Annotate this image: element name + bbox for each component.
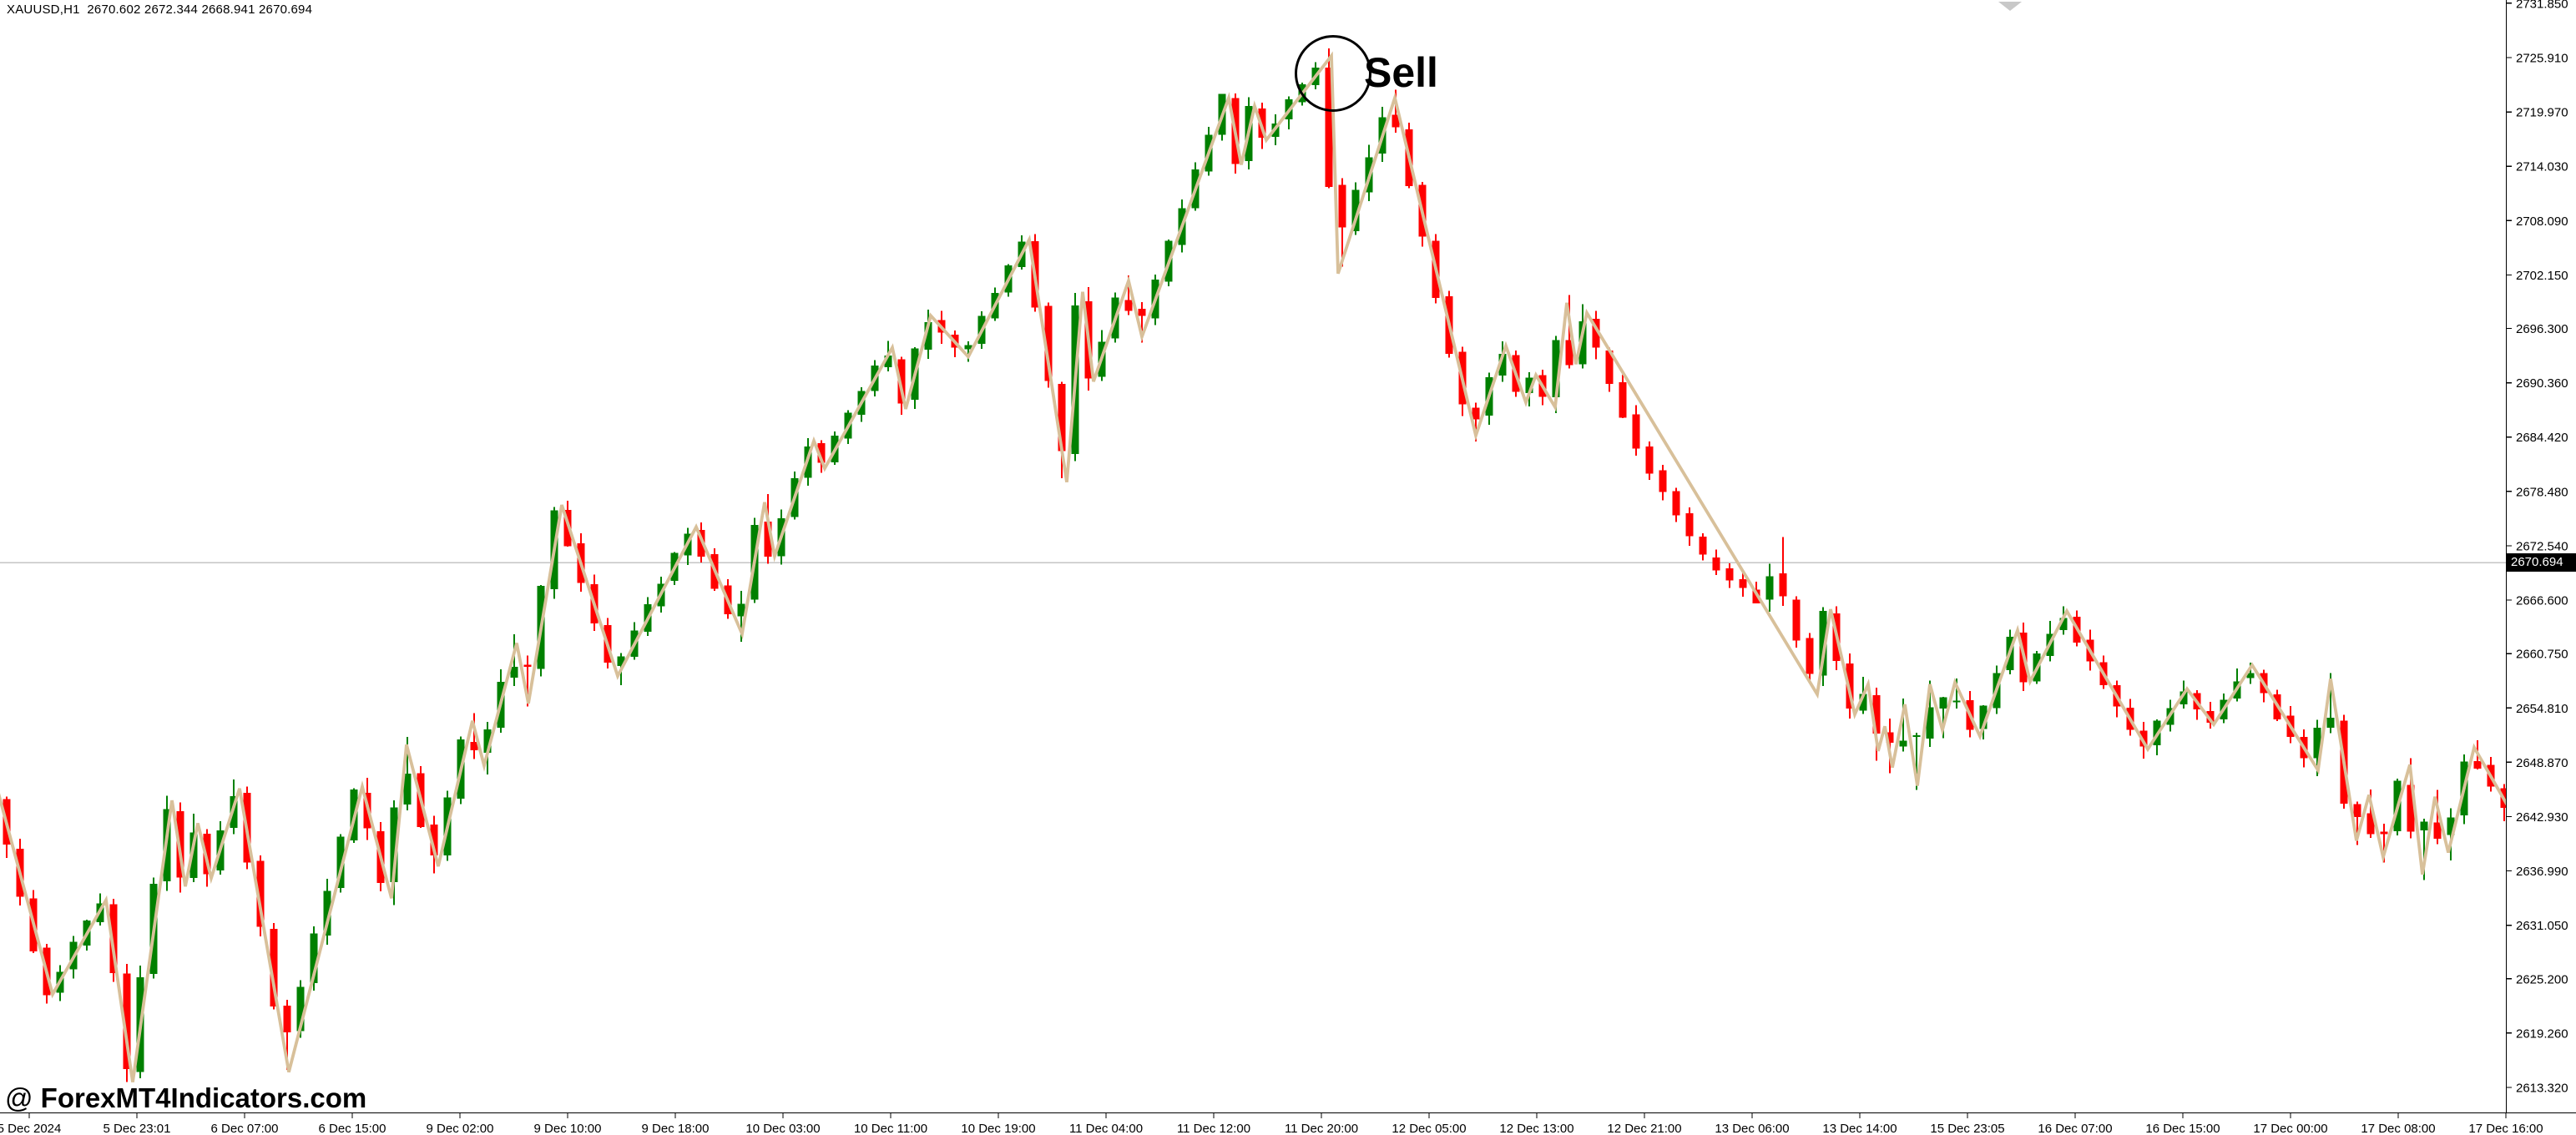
time-axis-label: 17 Dec 00:00 [2253, 1122, 2327, 1135]
time-axis-label: 11 Dec 20:00 [1285, 1122, 1358, 1135]
time-axis-label: 5 Dec 2024 [0, 1122, 61, 1135]
time-axis-label: 10 Dec 19:00 [961, 1122, 1035, 1135]
time-axis-label: 11 Dec 12:00 [1177, 1122, 1250, 1135]
chart-symbol-ohlc-title: XAUUSD,H1 2670.602 2672.344 2668.941 267… [7, 3, 313, 17]
time-axis[interactable]: 5 Dec 2024 5 Dec 23:01 6 Dec 07:00 6 Dec 15… [0, 1112, 2543, 1135]
price-axis[interactable]: 2731.850 2725.910 2719.970 2714.030 2708.090… [2506, 0, 2568, 1095]
price-axis-label: 2702.150 [2516, 269, 2568, 283]
price-axis-label: 2725.910 [2516, 52, 2568, 66]
plot-area[interactable] [0, 48, 2511, 1082]
sell-signal-label[interactable]: Sell [1364, 49, 1438, 96]
price-axis-label: 2708.090 [2516, 214, 2568, 229]
price-axis-label: 2719.970 [2516, 106, 2568, 120]
price-axis-label: 2654.810 [2516, 702, 2568, 716]
time-axis-label: 10 Dec 03:00 [745, 1122, 820, 1135]
time-axis-label: 13 Dec 14:00 [1822, 1122, 1897, 1135]
price-axis-label: 2666.600 [2516, 594, 2568, 608]
price-axis-label: 2660.750 [2516, 648, 2568, 662]
price-axis-label: 2684.420 [2516, 431, 2568, 445]
price-axis-label: 2648.870 [2516, 756, 2568, 770]
time-axis-label: 15 Dec 23:05 [1930, 1122, 2004, 1135]
time-axis-label: 16 Dec 15:00 [2145, 1122, 2220, 1135]
time-axis-label: 9 Dec 18:00 [642, 1122, 710, 1135]
price-axis-label: 2690.360 [2516, 376, 2568, 391]
time-axis-label: 6 Dec 15:00 [319, 1122, 386, 1135]
price-axis-label: 2619.260 [2516, 1027, 2568, 1041]
time-axis-label: 6 Dec 07:00 [211, 1122, 279, 1135]
time-axis-label: 13 Dec 06:00 [1715, 1122, 1789, 1135]
time-axis-label: 9 Dec 02:00 [427, 1122, 494, 1135]
time-axis-label: 5 Dec 23:01 [104, 1122, 171, 1135]
time-axis-label: 17 Dec 16:00 [2468, 1122, 2543, 1135]
price-axis-label: 2625.200 [2516, 972, 2568, 986]
time-axis-label: 17 Dec 08:00 [2361, 1122, 2435, 1135]
price-axis-label: 2731.850 [2516, 0, 2568, 11]
candles [3, 48, 2507, 1082]
price-axis-label: 2678.480 [2516, 485, 2568, 499]
price-axis-label: 2631.050 [2516, 919, 2568, 933]
price-axis-label: 2642.930 [2516, 810, 2568, 825]
price-axis-label: 2613.320 [2516, 1081, 2568, 1095]
watermark-site-name: ForexMT4Indicators.com [40, 1082, 367, 1113]
time-axis-label: 12 Dec 13:00 [1499, 1122, 1573, 1135]
time-axis-label: 12 Dec 05:00 [1392, 1122, 1466, 1135]
watermark-at-sign: @ [5, 1082, 41, 1113]
time-axis-label: 16 Dec 07:00 [2038, 1122, 2112, 1135]
price-axis-label: 2696.300 [2516, 322, 2568, 336]
price-axis-label: 2672.540 [2516, 539, 2568, 553]
watermark: @ ForexMT4Indicators.com [5, 1082, 366, 1114]
chart-shift-marker-icon[interactable] [1998, 2, 2022, 11]
price-axis-label: 2636.990 [2516, 865, 2568, 879]
bid-price-tag: 2670.694 [2507, 553, 2576, 572]
sell-signal-circle[interactable] [1295, 35, 1371, 112]
time-axis-label: 12 Dec 21:00 [1607, 1122, 1681, 1135]
time-axis-label: 10 Dec 11:00 [854, 1122, 927, 1135]
price-axis-label: 2714.030 [2516, 160, 2568, 174]
zigzag-indicator-line[interactable] [0, 51, 2511, 1082]
time-axis-label: 11 Dec 04:00 [1069, 1122, 1143, 1135]
time-axis-label: 9 Dec 10:00 [534, 1122, 602, 1135]
